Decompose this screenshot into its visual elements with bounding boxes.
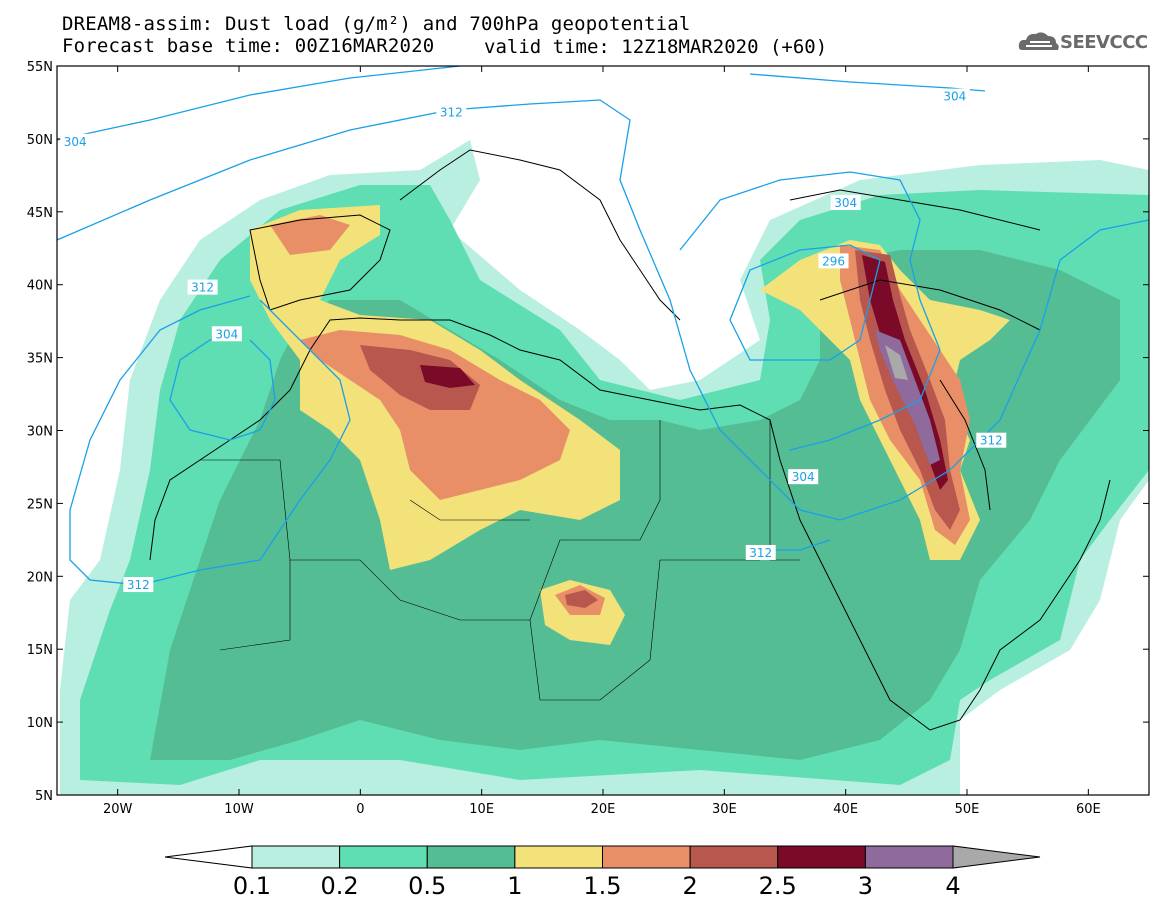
svg-text:304: 304 [792,470,815,484]
dust-band-1.5 [300,330,570,500]
lon-tick-label: 10W [224,802,254,817]
contour-label: 312 [436,104,467,120]
colorbar [164,845,1041,869]
dust-band-max [885,345,908,380]
colorbar-tick-label: 0.2 [320,872,359,900]
contour-label: 304 [830,195,861,211]
colorbar-cell [426,845,516,869]
map-title: DREAM8-assim: Dust load (g/m²) and 700hP… [62,13,691,35]
country-borders [200,420,800,701]
colorbar-tick-label: 1.5 [583,872,622,900]
colorbar-cell [251,845,341,869]
svg-text:304: 304 [943,90,966,104]
contour-label: 312 [187,279,218,295]
contour-label: 296 [818,253,849,269]
colorbar-cell [602,845,691,869]
lon-tick-label: 40E [833,802,858,817]
lat-tick-label: 20N [27,570,53,585]
contour-312-n [57,99,1149,521]
svg-text:296: 296 [822,254,845,268]
svg-text:304: 304 [215,327,238,341]
latitude-axis: 55N 50N 45N 40N 35N 30N 25N 20N 15N 10N 5N [27,60,1149,804]
contour-296-e [729,244,881,361]
contour-label: 304 [211,326,242,342]
lat-tick-label: 25N [27,497,53,512]
lat-tick-label: 30N [27,425,53,440]
contour-label: 312 [745,544,776,560]
lat-tick-label: 15N [27,643,53,658]
valid-time: valid time: 12Z18MAR2020 (+60) [484,36,828,58]
contour-label: 312 [976,432,1007,448]
lon-tick-label: 10E [469,802,494,817]
lon-tick-label: 20E [591,802,616,817]
colorbar-tick-label: 2 [682,872,698,900]
seevccc-logo: SEEVCCC [1060,32,1148,53]
svg-text:304: 304 [834,196,857,210]
dust-field [60,140,1149,795]
svg-text:312: 312 [440,106,463,120]
longitude-axis: 20W 10W 0 10E 20E 30E 40E 50E 60E [103,66,1101,817]
lon-tick-label: 50E [955,802,980,817]
svg-text:312: 312 [749,546,772,560]
svg-text:304: 304 [64,135,87,149]
lon-tick-label: 0 [356,802,364,817]
colorbar-cell [864,845,954,869]
svg-text:312: 312 [191,281,214,295]
colorbar-tick-label: 4 [945,872,961,900]
colorbar-tick-label: 3 [857,872,874,900]
lon-tick-label: 60E [1076,802,1101,817]
contour-304-nw [57,66,461,141]
contour-label: 304 [60,133,91,149]
lat-tick-label: 10N [27,716,53,731]
lat-tick-label: 45N [27,206,53,221]
lat-tick-label: 55N [27,60,53,75]
colorbar-high-arrow [952,845,1041,869]
colorbar-cell [777,845,866,869]
contour-304-e [679,171,941,451]
colorbar-low-arrow [164,845,253,869]
lat-tick-label: 50N [27,133,53,148]
cloud-icon [1018,32,1059,50]
contour-label: 312 [123,577,154,593]
colorbar-cell [339,845,428,869]
colorbar-tick-label: 0.1 [232,872,272,900]
dust-band-2 [360,345,480,410]
svg-text:312: 312 [980,434,1003,448]
colorbar-tick-label: 1 [507,872,523,900]
colorbar-tick-label: 2.5 [758,872,797,900]
contour-label: 304 [939,88,970,104]
colorbar-cell [689,845,779,869]
svg-text:312: 312 [127,578,150,592]
contour-304-sw [169,335,276,441]
dust-band-2-chad [565,590,598,608]
dust-band-1.5-spain [270,215,350,255]
dust-band-2.5 [420,365,475,388]
lon-tick-label: 20W [103,802,133,817]
colorbar-tick-label: 0.5 [408,872,447,900]
contour-labels: 304 312 304 304 296 312 304 304 312 312 312 [60,88,1007,593]
contour-label: 304 [788,469,819,485]
lon-tick-label: 30E [712,802,737,817]
colorbar-cell [514,845,603,869]
lat-tick-label: 35N [27,352,53,367]
forecast-base-time: Forecast base time: 00Z16MAR2020 [62,35,435,57]
lat-tick-label: 5N [35,789,53,804]
lat-tick-label: 40N [27,279,53,294]
